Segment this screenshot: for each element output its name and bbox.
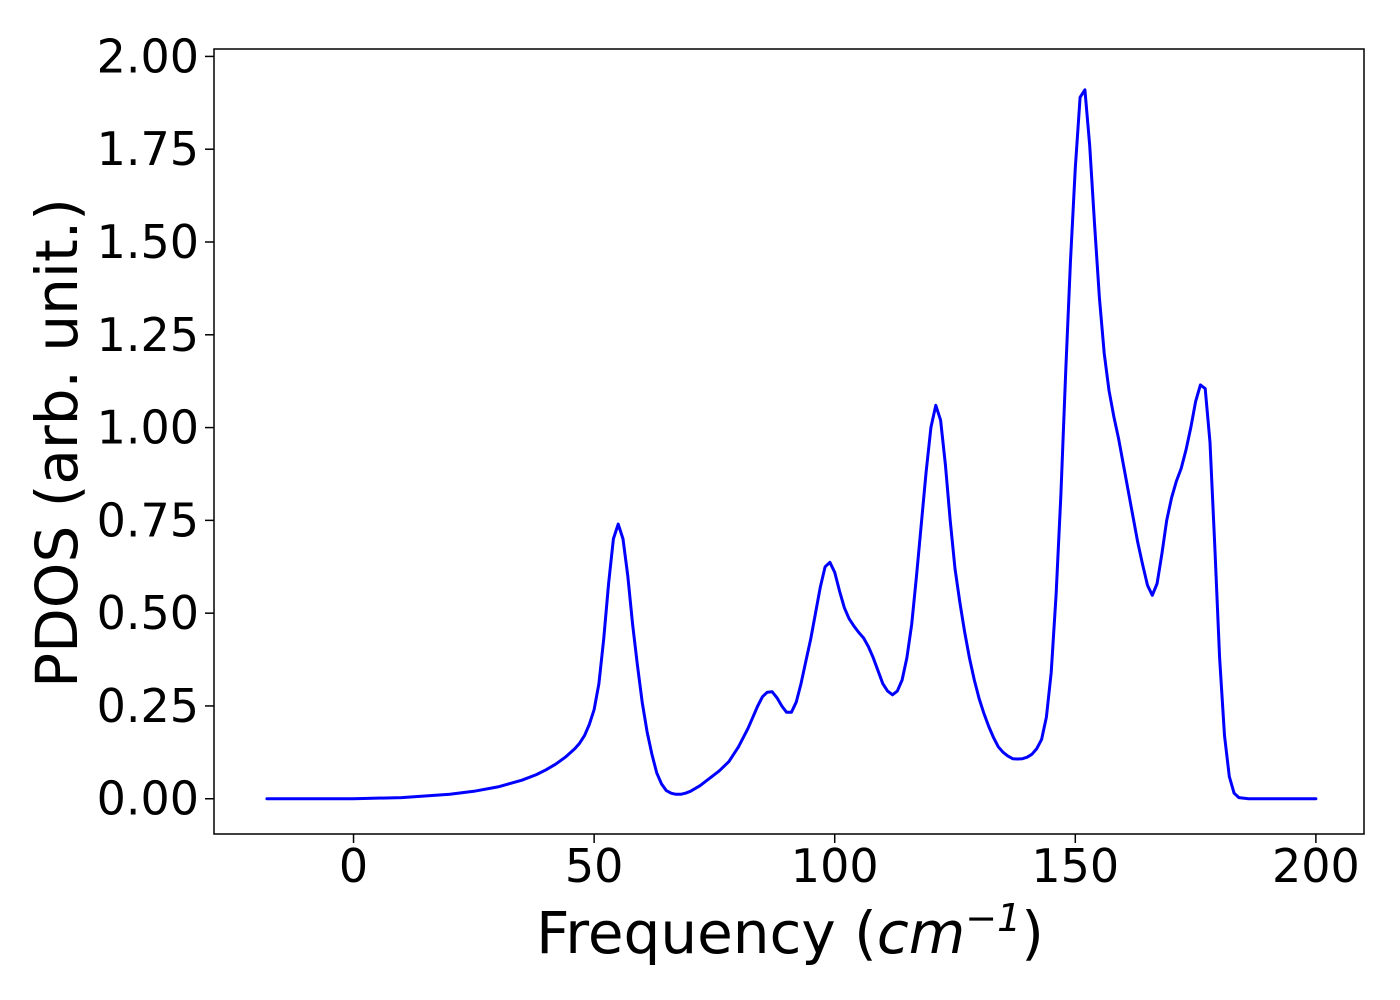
y-tick-label: 1.25 bbox=[97, 308, 199, 362]
x-axis-label-unit: cm bbox=[877, 899, 965, 967]
y-tick-label: 0.50 bbox=[97, 586, 199, 640]
x-tick-label: 200 bbox=[1272, 839, 1360, 893]
x-axis-label: Frequency (cm−1) bbox=[536, 896, 1044, 967]
x-tick-label: 150 bbox=[1031, 839, 1119, 893]
plot-area-frame bbox=[213, 48, 1365, 835]
x-tick-label: 100 bbox=[791, 839, 879, 893]
y-axis-label: PDOS (arb. unit.) bbox=[23, 198, 91, 688]
y-tick-label: 1.00 bbox=[97, 401, 199, 455]
y-tick-label: 1.50 bbox=[97, 215, 199, 269]
y-tick-label: 0.25 bbox=[97, 679, 199, 733]
y-tick-label: 0.00 bbox=[97, 772, 199, 826]
y-axis-ticks: 0.00 0.25 0.50 0.75 1.00 1.25 1.50 1.75 2.00 bbox=[97, 29, 214, 826]
y-tick-label: 1.75 bbox=[97, 122, 199, 176]
x-axis-label-exponent: −1 bbox=[965, 896, 1021, 940]
x-tick-label: 0 bbox=[339, 839, 368, 893]
y-tick-label: 2.00 bbox=[97, 29, 199, 83]
x-axis-ticks: 0 50 100 150 200 bbox=[339, 834, 1360, 893]
x-axis-label-suffix: ) bbox=[1021, 899, 1044, 967]
y-tick-label: 0.75 bbox=[97, 493, 199, 547]
x-tick-label: 50 bbox=[565, 839, 624, 893]
x-axis-label-prefix: Frequency ( bbox=[536, 899, 877, 967]
pdos-series-line bbox=[265, 88, 1318, 801]
